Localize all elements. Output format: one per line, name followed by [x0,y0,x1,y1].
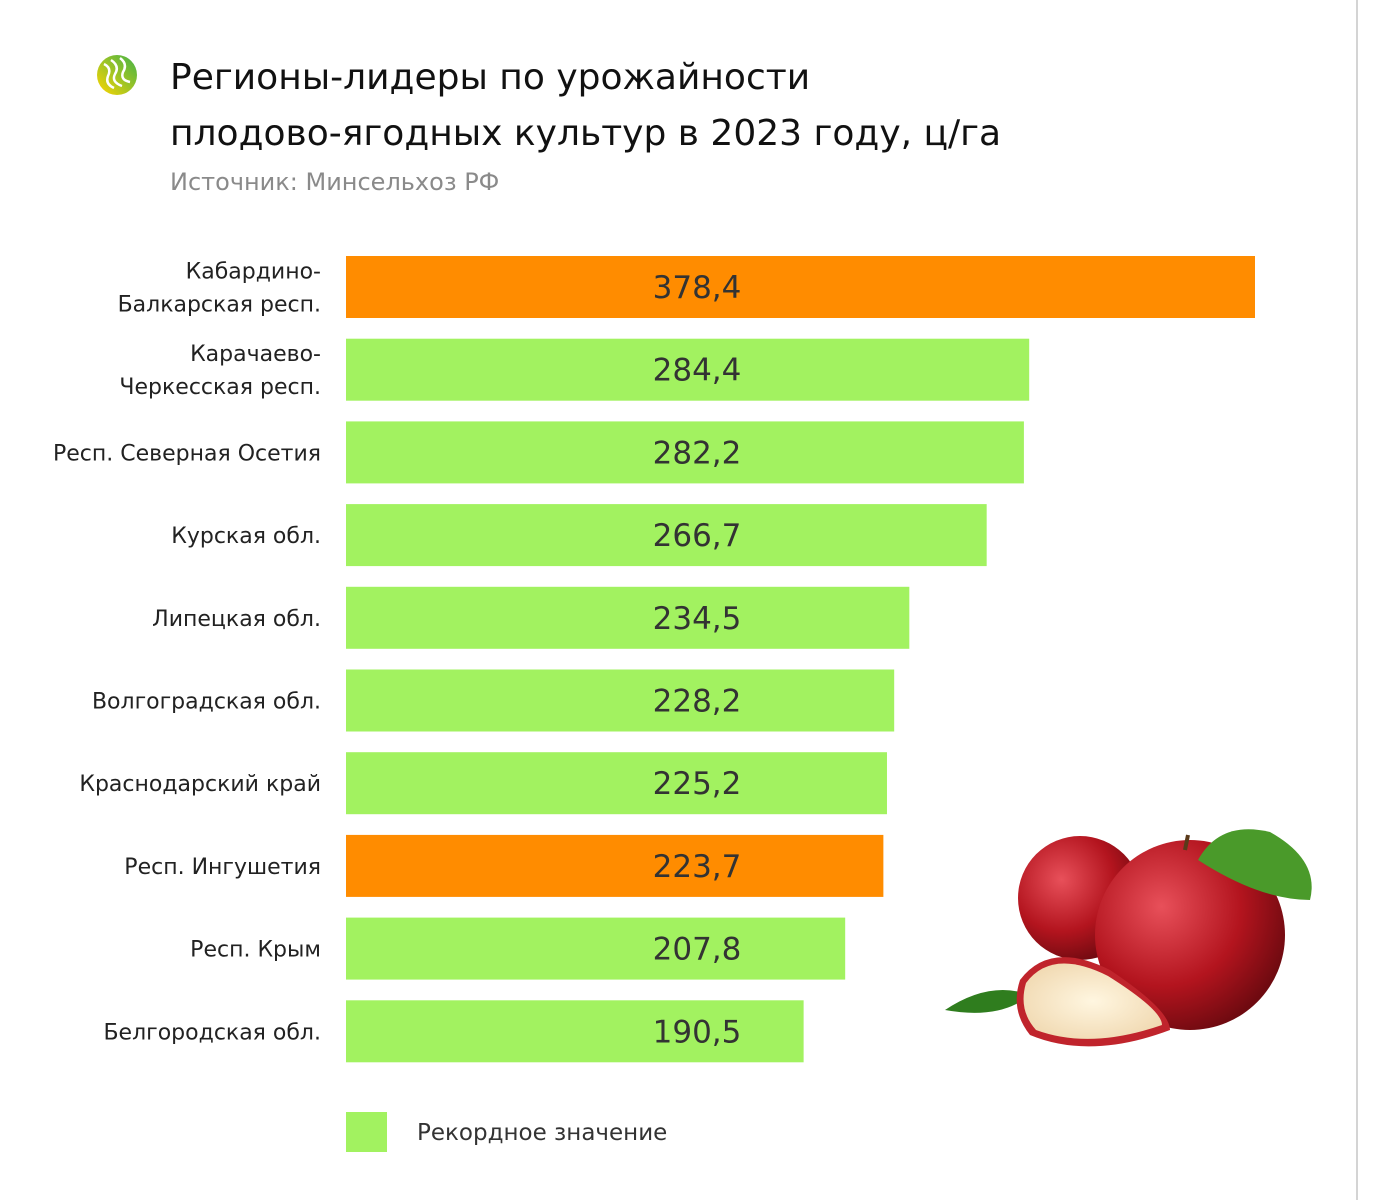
bar [346,834,884,897]
category-label: Карачаево- [190,342,321,367]
bar-value-label: 266,7 [653,518,742,554]
bar [346,1000,804,1063]
bar-value-label: 223,7 [653,849,742,885]
bar-value-label: 207,8 [653,932,742,968]
legend-label: Рекордное значение [417,1120,668,1146]
chart-title: Регионы-лидеры по урожайности плодово-яг… [170,50,1001,162]
logo-icon [97,55,137,95]
bar [346,752,887,815]
bar-value-label: 282,2 [653,435,742,471]
bar-value-label: 190,5 [653,1014,742,1050]
category-label: Респ. Ингушетия [124,855,321,880]
bar-value-label: 234,5 [653,601,742,637]
bar-value-label: 225,2 [653,766,742,802]
bar [346,669,895,732]
category-label: Волгоградская обл. [92,690,321,715]
bar [346,421,1024,484]
apples-illustration [945,829,1312,1047]
bar-value-label: 378,4 [653,270,742,306]
legend-swatch [346,1112,387,1152]
category-label: Балкарская респ. [118,293,321,318]
bar-value-label: 284,4 [653,353,742,389]
bar-value-label: 228,2 [653,684,742,720]
title-line-2: плодово-ягодных культур в 2023 году, ц/г… [170,113,1002,154]
page-divider [1356,0,1358,1200]
category-label: Респ. Крым [190,938,321,963]
category-label: Черкесская респ. [119,375,321,400]
title-line-1: Регионы-лидеры по урожайности [170,57,811,98]
source-note: Источник: Минсельхоз РФ [170,168,500,196]
category-label: Белгородская обл. [103,1020,321,1045]
category-label: Респ. Северная Осетия [53,441,321,466]
category-label: Краснодарский край [79,772,321,797]
bar [346,917,846,980]
bar [346,338,1030,401]
category-label: Липецкая обл. [152,607,321,632]
category-label: Кабардино- [186,260,321,285]
bar [346,504,987,567]
category-label: Курская обл. [171,524,321,549]
bar [346,586,910,649]
bar [346,256,1255,318]
